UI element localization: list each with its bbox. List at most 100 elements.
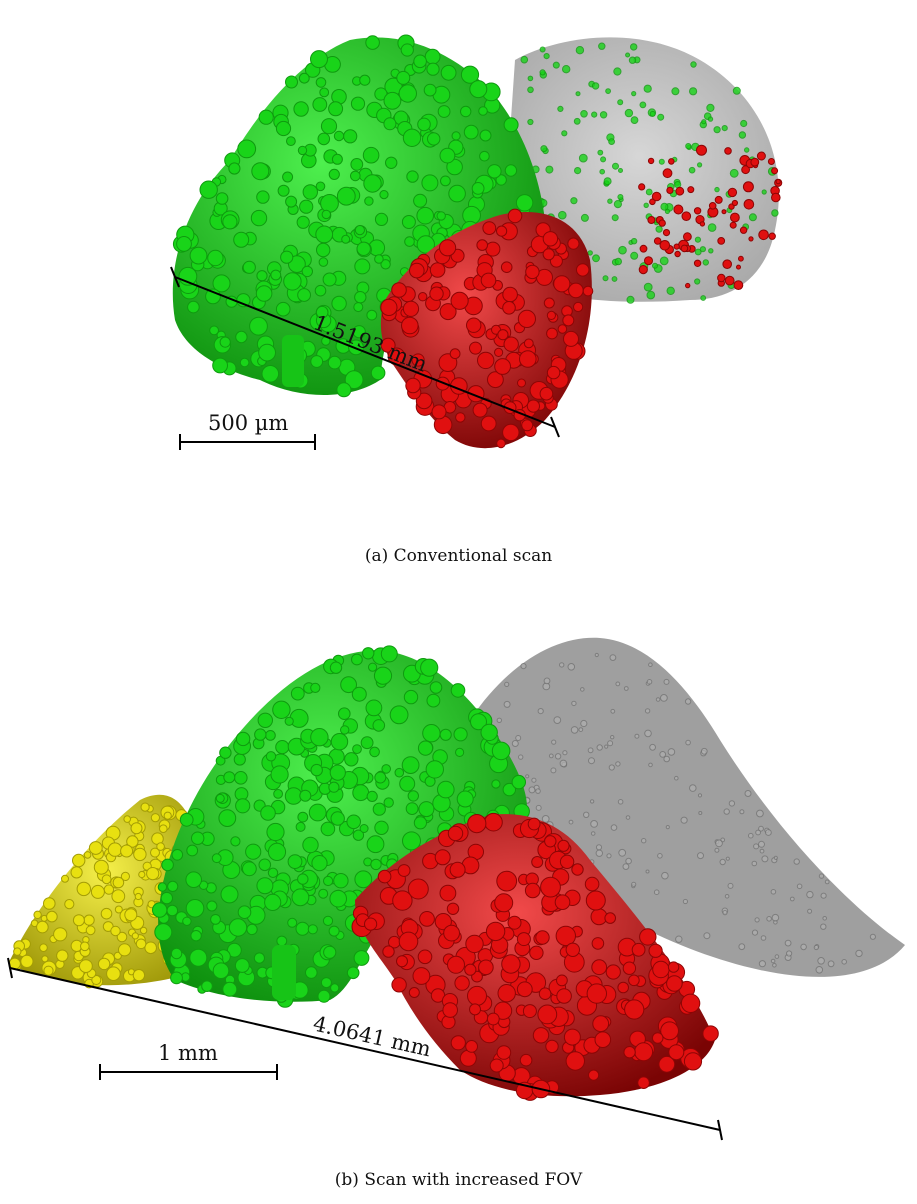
- tissue-blob: [675, 935, 683, 943]
- tissue-blob: [531, 856, 544, 868]
- measurement-line-b: [7, 957, 723, 1141]
- tissue-blob: [643, 202, 649, 209]
- tissue-blob: [503, 700, 511, 708]
- tissue-blob: [133, 847, 147, 862]
- tissue-blob: [520, 55, 529, 64]
- tissue-blob: [315, 225, 334, 244]
- tissue-blob: [289, 708, 309, 728]
- tissue-blob: [611, 214, 619, 222]
- tissue-blob: [299, 789, 312, 802]
- tissue-blob: [554, 894, 571, 911]
- tissue-blob: [766, 916, 772, 922]
- tissue-blob: [721, 125, 728, 132]
- tissue-blob: [280, 250, 294, 264]
- tissue-blob: [612, 162, 619, 170]
- tissue-blob: [562, 750, 568, 756]
- tissue-blob: [696, 144, 707, 156]
- tissue-blob: [401, 316, 419, 335]
- tissue-blob: [305, 966, 318, 979]
- tissue-blob: [559, 662, 565, 668]
- tissue-blob: [484, 812, 503, 832]
- tissue-blob: [132, 969, 146, 982]
- green-lobule-a: [172, 37, 546, 395]
- tissue-blob: [275, 740, 290, 755]
- tissue-blob: [501, 954, 521, 974]
- tissue-blob: [756, 809, 764, 818]
- tissue-blob: [495, 174, 507, 186]
- tissue-blob: [563, 330, 579, 347]
- tissue-blob: [628, 56, 637, 64]
- tissue-blob: [372, 719, 386, 732]
- tissue-blob: [739, 226, 748, 234]
- tissue-blob: [93, 859, 109, 875]
- tissue-blob: [751, 929, 759, 936]
- tissue-blob: [338, 707, 351, 720]
- tissue-blob: [540, 876, 561, 898]
- tissue-blob: [546, 365, 561, 380]
- tissue-blob: [350, 170, 361, 182]
- tissue-blob: [660, 1021, 679, 1041]
- tissue-blob: [548, 753, 554, 759]
- tissue-blob: [369, 746, 380, 758]
- tissue-blob: [106, 966, 121, 982]
- tissue-blob: [680, 993, 701, 1013]
- tissue-blob: [380, 645, 398, 663]
- tissue-blob: [88, 841, 103, 855]
- red-blobs-b: [351, 812, 719, 1101]
- tissue-blob: [138, 870, 146, 879]
- tissue-blob: [617, 194, 624, 200]
- tissue-blob: [310, 728, 329, 747]
- tissue-blob: [328, 925, 340, 937]
- tissue-blob: [539, 386, 554, 401]
- tissue-blob: [631, 91, 637, 97]
- tissue-blob: [265, 730, 276, 741]
- tissue-blob: [372, 802, 386, 816]
- tissue-blob: [329, 764, 346, 781]
- tissue-blob: [700, 295, 707, 301]
- tissue-blob: [340, 676, 358, 694]
- tissue-blob: [374, 820, 389, 836]
- tissue-blob: [258, 109, 274, 125]
- tissue-blob: [439, 239, 457, 257]
- tissue-blob: [370, 858, 382, 871]
- tissue-blob: [610, 735, 615, 740]
- tissue-blob: [617, 799, 624, 805]
- tissue-blob: [439, 147, 456, 164]
- tissue-blob: [760, 935, 767, 941]
- tissue-blob: [450, 1035, 466, 1051]
- tissue-blob: [417, 117, 431, 132]
- tissue-blob: [209, 325, 220, 336]
- tissue-blob: [597, 149, 604, 156]
- tissue-blob: [568, 282, 584, 299]
- tissue-blob: [405, 377, 421, 394]
- tissue-blob: [298, 72, 310, 84]
- tissue-blob: [310, 50, 328, 69]
- tissue-blob: [628, 974, 640, 987]
- tissue-blob: [528, 786, 536, 794]
- tissue-blob: [817, 957, 825, 965]
- tissue-blob: [80, 941, 90, 952]
- tissue-blob: [724, 147, 732, 155]
- tissue-blob: [380, 298, 398, 316]
- tissue-blob: [465, 934, 484, 954]
- tissue-blob: [644, 708, 651, 714]
- tissue-blob: [658, 219, 666, 227]
- measurement-line-a: [170, 266, 560, 438]
- tissue-blob: [685, 143, 692, 150]
- tissue-blob: [421, 174, 439, 192]
- tissue-blob: [631, 942, 646, 957]
- tissue-blob: [43, 897, 56, 910]
- tissue-blob: [245, 843, 262, 860]
- tissue-blob: [630, 251, 639, 260]
- tissue-blob: [365, 35, 380, 50]
- tissue-blob: [344, 370, 364, 390]
- tissue-blob: [351, 653, 363, 666]
- tissue-blob: [469, 1003, 481, 1016]
- tissue-blob: [535, 930, 550, 945]
- tissue-blob: [322, 272, 337, 287]
- tissue-blob: [317, 132, 331, 146]
- tissue-blob: [707, 223, 717, 232]
- tissue-blob: [257, 712, 273, 729]
- tissue-blob: [562, 65, 571, 74]
- tissue-blob: [502, 301, 516, 315]
